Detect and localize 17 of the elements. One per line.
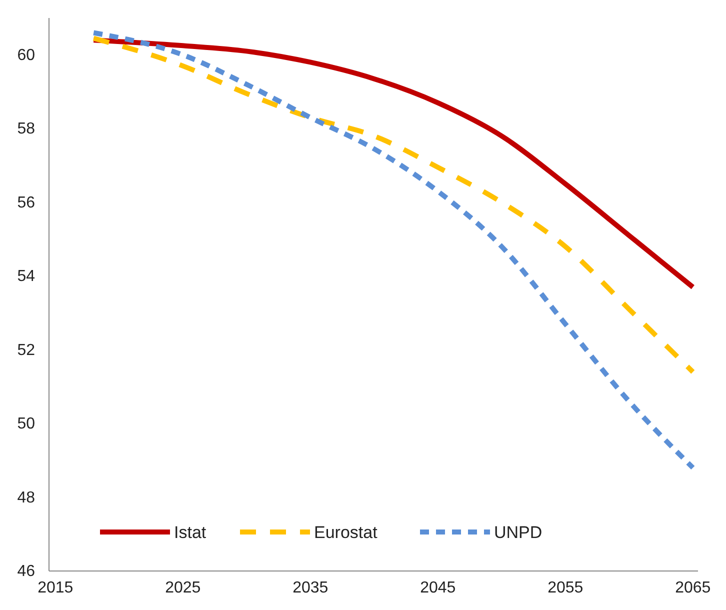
x-tick-label: 2025 [165,579,201,596]
x-tick-label: 2035 [292,579,328,596]
x-tick-label: 2055 [548,579,584,596]
x-tick-label: 2015 [38,579,74,596]
legend-label: Istat [174,523,206,542]
y-tick-label: 58 [17,120,36,138]
x-tick-label: 2065 [675,579,711,596]
y-tick-label: 52 [17,342,36,359]
y-tick-label: 50 [17,416,36,433]
y-tick-label: 56 [17,194,36,212]
y-tick-label: 54 [17,268,36,286]
legend-label: Eurostat [314,523,378,542]
x-tick-label: 2045 [420,579,456,596]
y-tick-label: 46 [17,563,36,580]
legend-label: UNPD [494,523,542,542]
y-tick-label: 48 [17,489,36,506]
y-tick-label: 60 [17,46,36,64]
